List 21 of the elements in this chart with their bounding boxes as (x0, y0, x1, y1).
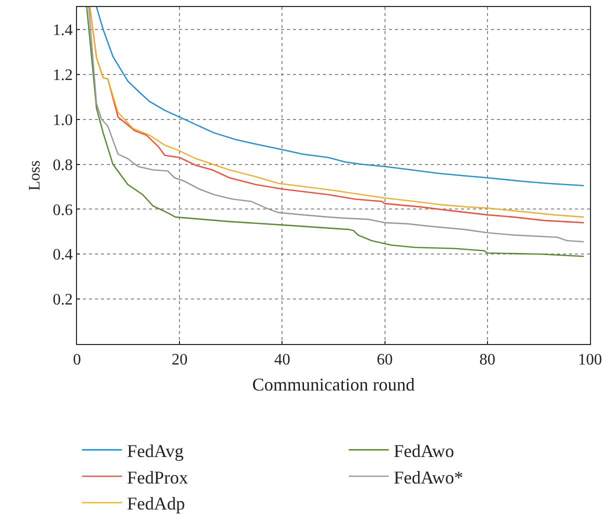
y-tick-label: 0.8 (52, 156, 73, 174)
y-tick-label: 0.6 (52, 202, 73, 219)
line-series (96, 7, 584, 186)
legend-label: FedAwo (394, 440, 454, 461)
x-tick-label: 0 (73, 351, 81, 368)
legend-label: FedAwo* (394, 467, 464, 488)
y-tick-label: 1.2 (52, 67, 73, 84)
legend-label: FedAvg (127, 440, 184, 461)
y-tick-label: 1.4 (52, 22, 73, 40)
y-tick-label: 0.2 (52, 292, 73, 309)
y-tick-label: 1.0 (52, 112, 73, 129)
legend-label: FedProx (127, 467, 188, 488)
x-tick-label: 60 (376, 351, 393, 368)
y-axis-title: Loss (26, 160, 44, 191)
x-tick-label: 100 (578, 351, 602, 368)
y-tick-label: 0.4 (52, 246, 73, 264)
x-tick-label: 20 (172, 351, 188, 368)
legend-label: FedAdp (127, 494, 185, 514)
x-tick-label: 40 (274, 351, 290, 368)
x-tick-label: 80 (479, 351, 496, 368)
x-axis-title: Communication round (252, 374, 415, 394)
